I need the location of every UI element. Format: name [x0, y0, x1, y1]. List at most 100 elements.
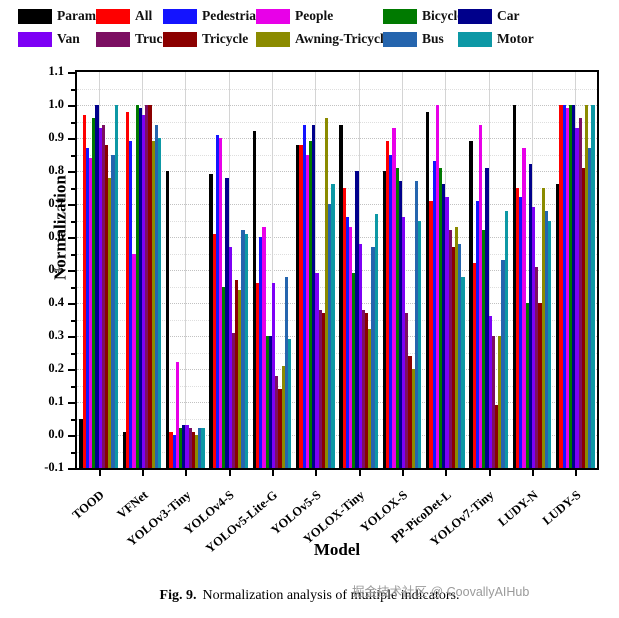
- y-tick-label: 0.4: [48, 295, 64, 309]
- bar-ludy-s-truck: [578, 118, 582, 468]
- bar-tood-params: [79, 418, 83, 468]
- y-tick: [71, 385, 75, 388]
- bar-yolov5-lite-g-all: [256, 283, 260, 468]
- legend-label: Awning-Tricycle: [295, 31, 390, 46]
- legend-item-tricycle: Tricycle: [163, 30, 248, 48]
- legend-item-bicycle: Bicycle: [383, 7, 463, 25]
- bar-yolov3-tiny-bus: [198, 428, 202, 468]
- bar-pp-picodet-l-truck: [448, 230, 452, 468]
- bar-pp-picodet-l-awning-tricycle: [454, 227, 459, 468]
- gridline-horizontal: [77, 154, 597, 156]
- bar-yolov5-lite-g-params: [252, 131, 256, 468]
- bar-vfnet-bicycle: [135, 105, 139, 468]
- gridline-horizontal: [77, 336, 597, 337]
- bar-yolox-s-bicycle: [395, 167, 399, 468]
- legend-swatch: [383, 31, 417, 47]
- gridline-horizontal: [77, 352, 597, 354]
- bar-yolox-tiny-motor: [374, 213, 378, 468]
- y-tick: [71, 187, 75, 190]
- bar-ludy-n-bicycle: [525, 303, 529, 468]
- bar-yolov5-s-tricycle: [321, 312, 325, 468]
- bar-yolox-s-tricycle: [408, 355, 412, 468]
- y-tick-label: 0.2: [48, 361, 64, 375]
- y-tick: [71, 121, 75, 124]
- bar-yolov5-lite-g-truck: [275, 375, 279, 468]
- y-tick: [68, 105, 75, 107]
- gridline-horizontal: [77, 121, 597, 123]
- bar-tood-bicycle: [92, 118, 96, 468]
- bar-yolov5-s-van: [315, 273, 319, 468]
- y-tick: [71, 154, 75, 157]
- bar-yolox-tiny-van: [358, 243, 362, 468]
- legend-swatch: [256, 8, 290, 24]
- legend-swatch: [458, 31, 492, 47]
- bar-yolox-tiny-tricycle: [365, 312, 369, 468]
- bar-yolov3-tiny-params: [166, 171, 170, 468]
- y-tick: [68, 171, 75, 173]
- bar-yolov5-lite-g-bus: [284, 276, 288, 468]
- x-tick: [228, 470, 231, 476]
- bar-yolov5-s-bus: [328, 204, 332, 468]
- bar-tood-awning-tricycle: [108, 177, 112, 468]
- bar-yolov3-tiny-truck: [188, 428, 192, 468]
- bar-yolox-tiny-awning-tricycle: [368, 329, 372, 468]
- figure-caption: Fig. 9. Normalization analysis of multipl…: [0, 588, 619, 604]
- bar-yolox-tiny-pedestrian: [345, 217, 350, 468]
- x-tick-label-ludy-n: LUDY-N: [494, 487, 541, 529]
- bar-yolox-s-pedestrian: [389, 154, 393, 468]
- bar-yolov5-s-people: [305, 154, 309, 468]
- y-tick-label: 0.6: [48, 229, 64, 243]
- bar-ludy-n-pedestrian: [519, 197, 523, 468]
- legend-item-van: Van: [18, 30, 80, 48]
- bar-yolox-tiny-car: [355, 171, 359, 468]
- y-tick: [68, 270, 75, 272]
- bar-yolov7-tiny-all: [472, 263, 476, 468]
- bar-vfnet-params: [122, 431, 126, 468]
- bar-yolox-tiny-truck: [361, 309, 366, 468]
- bar-yolov3-tiny-motor: [201, 428, 205, 468]
- bar-yolov5-s-params: [296, 144, 300, 468]
- bar-pp-picodet-l-pedestrian: [432, 161, 436, 468]
- bar-yolov5-s-awning-tricycle: [324, 118, 329, 468]
- y-tick: [71, 319, 75, 322]
- bar-yolov7-tiny-bicycle: [482, 230, 486, 468]
- y-tick: [71, 451, 75, 454]
- x-tick: [98, 470, 101, 476]
- legend-label: Bus: [422, 31, 444, 46]
- y-tick-label: -0.1: [44, 460, 64, 474]
- gridline-horizontal: [77, 319, 597, 321]
- bar-yolox-tiny-bus: [371, 246, 375, 468]
- bar-tood-tricycle: [105, 144, 109, 468]
- legend-item-params: Params: [18, 7, 101, 25]
- bar-yolov4-s-motor: [244, 233, 248, 468]
- gridline-vertical: [488, 72, 490, 468]
- gridline-horizontal: [77, 435, 597, 436]
- x-tick: [445, 470, 448, 476]
- bar-yolov4-s-bicycle: [222, 286, 226, 468]
- legend-item-awning-tricycle: Awning-Tricycle: [256, 30, 390, 48]
- gridline-vertical: [315, 72, 317, 468]
- bar-tood-truck: [101, 124, 106, 468]
- bar-yolov5-lite-g-tricycle: [278, 388, 282, 468]
- bar-yolov5-s-bicycle: [308, 141, 313, 468]
- watermark: 掘金技术社区 @ CoovallyAIHub: [352, 585, 530, 599]
- gridline-horizontal: [77, 402, 597, 403]
- gridline-horizontal: [77, 303, 597, 304]
- y-tick: [71, 253, 75, 256]
- legend-label: Pedestrian: [202, 8, 264, 23]
- bar-ludy-n-awning-tricycle: [541, 187, 545, 468]
- gridline-horizontal: [77, 270, 597, 271]
- bar-yolov5-lite-g-people: [262, 227, 266, 468]
- bar-yolox-tiny-bicycle: [352, 273, 356, 468]
- bar-vfnet-truck: [145, 105, 149, 468]
- bar-yolov5-s-motor: [331, 184, 335, 468]
- y-tick: [68, 138, 75, 140]
- legend-item-car: Car: [458, 7, 520, 25]
- bar-yolov5-lite-g-car: [268, 336, 272, 468]
- x-tick: [272, 470, 274, 476]
- x-tick: [358, 470, 361, 476]
- legend-swatch: [256, 31, 290, 47]
- bar-ludy-s-all: [559, 105, 563, 468]
- legend-label: Van: [57, 31, 80, 46]
- y-tick: [71, 418, 75, 421]
